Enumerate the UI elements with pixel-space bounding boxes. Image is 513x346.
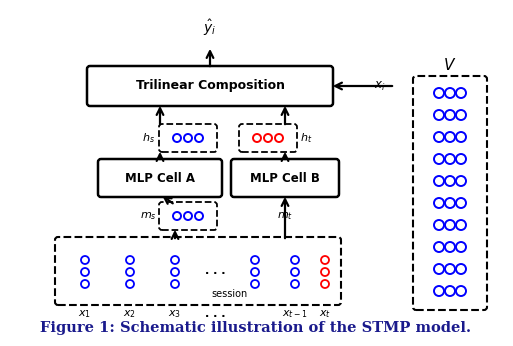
FancyBboxPatch shape [239,124,297,152]
Text: $x_3$: $x_3$ [168,308,182,320]
FancyBboxPatch shape [98,159,222,197]
FancyBboxPatch shape [231,159,339,197]
Text: $x_i$: $x_i$ [374,80,386,92]
FancyBboxPatch shape [413,76,487,310]
Text: MLP Cell A: MLP Cell A [125,172,195,184]
Text: $h_t$: $h_t$ [300,131,312,145]
Text: Trilinear Composition: Trilinear Composition [135,80,285,92]
Text: Figure 1: Schematic illustration of the STMP model.: Figure 1: Schematic illustration of the … [41,321,471,335]
Text: . . .: . . . [205,266,225,276]
Text: session: session [212,289,248,299]
Text: $x_1$: $x_1$ [78,308,91,320]
Text: $x_2$: $x_2$ [124,308,136,320]
FancyBboxPatch shape [159,124,217,152]
Text: $h_s$: $h_s$ [142,131,154,145]
FancyBboxPatch shape [55,237,341,305]
Text: $m_s$: $m_s$ [140,210,156,222]
FancyBboxPatch shape [159,202,217,230]
Text: MLP Cell B: MLP Cell B [250,172,320,184]
Text: $V$: $V$ [443,57,457,73]
Text: $m_t$: $m_t$ [277,210,293,222]
Text: $x_{t-1}$: $x_{t-1}$ [282,308,308,320]
Text: . . .: . . . [205,309,225,319]
FancyBboxPatch shape [87,66,333,106]
Text: $x_t$: $x_t$ [319,308,331,320]
Text: $\hat{y}_i$: $\hat{y}_i$ [203,18,216,38]
